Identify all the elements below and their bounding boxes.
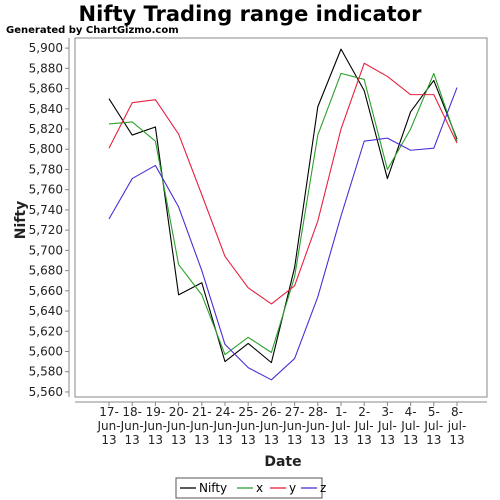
x-tick-label: 4-Jul-13 [400,405,420,447]
y-tick-label: 5,660 [29,284,63,298]
y-tick-label: 5,900 [29,41,63,55]
y-tick-label: 5,600 [29,344,63,358]
y-tick-label: 5,840 [29,102,63,116]
y-tick-label: 5,820 [29,122,63,136]
x-tick-label: 20-Jun-13 [166,405,190,447]
y-tick-label: 5,740 [29,203,63,217]
y-tick-label: 5,760 [29,183,63,197]
y-axis: 5,560 5,580 5,600 5,620 5,640 5,660 5,680 5,700… [29,38,70,399]
y-tick-label: 5,800 [29,142,63,156]
series-line-z [108,87,458,381]
y-tick-label: 5,680 [29,264,63,278]
legend-label-z: z [320,481,326,495]
legend-label-x: x [256,481,263,495]
x-tick-label: 1-Jul-13 [331,405,351,447]
x-tick-label: 18-Jun-13 [120,405,144,447]
y-tick-label: 5,560 [29,385,63,399]
y-tick-label: 5,640 [29,304,63,318]
chart-subtitle: Generated by ChartGizmo.com [6,25,179,36]
x-axis: 17-Jun-1318-Jun-1319-Jun-1320-Jun-1321-J… [75,401,487,447]
x-tick-label: 5-Jul-13 [423,405,443,447]
x-tick-label: 26-Jun-13 [259,405,283,447]
x-tick-label: 8-jul-13 [447,405,467,447]
series-line-y [108,62,458,305]
x-tick-label: 27-Jun-13 [282,405,306,447]
x-tick-label: 24-Jun-13 [212,405,236,447]
legend-label-y: y [289,481,296,495]
x-tick-label: 17-Jun-13 [96,405,120,447]
x-tick-label: 21-Jun-13 [189,405,213,447]
series-layer [108,48,458,381]
x-tick-label: 3-Jul-13 [377,405,397,447]
y-tick-label: 5,620 [29,324,63,338]
series-line-x [108,72,458,356]
x-tick-label: 25-Jun-13 [236,405,260,447]
plot-area [74,37,488,398]
y-tick-label: 5,700 [29,243,63,257]
y-tick-label: 5,860 [29,82,63,96]
x-tick-label: 28-Jun-13 [305,405,329,447]
y-tick-label: 5,720 [29,223,63,237]
y-axis-title: Nifty [13,201,29,239]
chart-title: Nifty Trading range indicator [78,2,422,26]
y-tick-label: 5,880 [29,61,63,75]
x-axis-title: Date [264,454,301,470]
y-tick-label: 5,780 [29,162,63,176]
x-tick-label: 19-Jun-13 [143,405,167,447]
legend: Nifty x y z [175,477,326,499]
y-tick-label: 5,580 [29,365,63,379]
x-tick-label: 2-Jul-13 [354,405,374,447]
legend-label-nifty: Nifty [199,481,227,495]
